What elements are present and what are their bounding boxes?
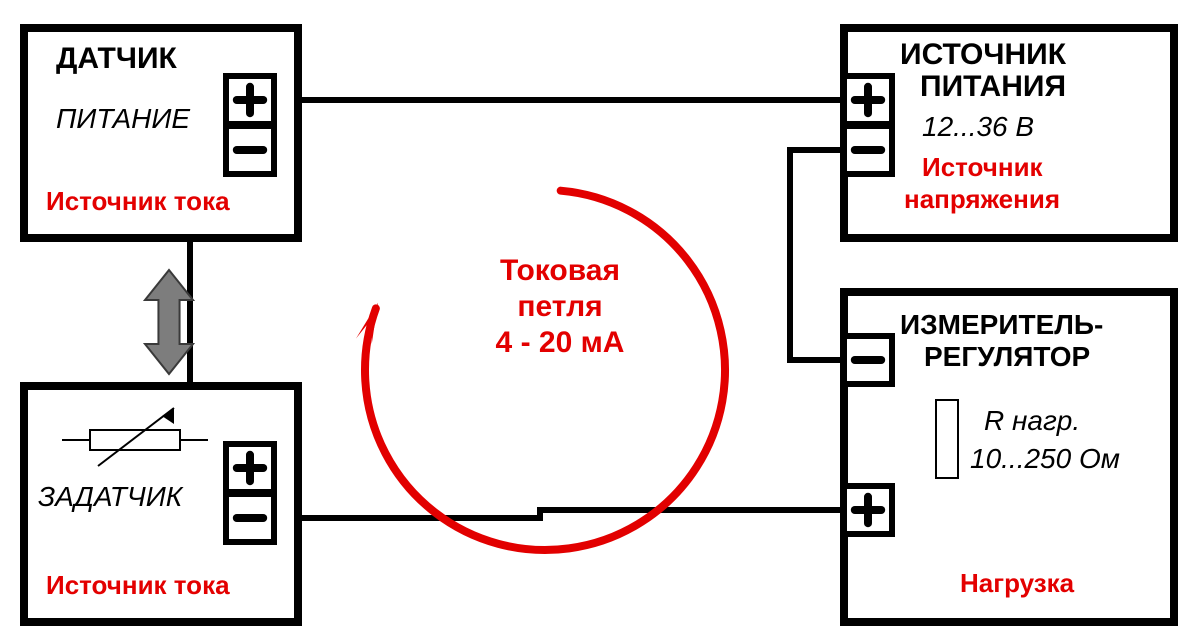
bidirectional-arrow-icon: [145, 270, 193, 374]
center-label-1: Токовая: [500, 254, 620, 287]
center-label-3: 4 - 20 мА: [496, 326, 625, 359]
power-sub: 12...36 В: [922, 111, 1034, 142]
load-resistor: [936, 400, 958, 478]
sensor-sub: ПИТАНИЕ: [56, 103, 190, 134]
setpoint-title: ЗАДАТЧИК: [38, 481, 184, 512]
controller-title-2: РЕГУЛЯТОР: [924, 341, 1090, 372]
power-red-1: Источник: [922, 152, 1044, 182]
power-red-2: напряжения: [904, 184, 1060, 214]
center-label-2: петля: [517, 290, 602, 323]
controller-sub1: R нагр.: [984, 405, 1080, 436]
controller-sub2: 10...250 Ом: [970, 443, 1120, 474]
sensor-red-label: Источник тока: [46, 186, 230, 216]
setpoint-red-label: Источник тока: [46, 570, 230, 600]
power-title-2: ПИТАНИЯ: [920, 70, 1066, 103]
controller-red: Нагрузка: [960, 568, 1075, 598]
current-loop-arrow: [365, 191, 725, 550]
controller-title-1: ИЗМЕРИТЕЛЬ-: [900, 309, 1103, 340]
power-title-1: ИСТОЧНИК: [900, 38, 1067, 71]
sensor-title: ДАТЧИК: [56, 42, 178, 75]
